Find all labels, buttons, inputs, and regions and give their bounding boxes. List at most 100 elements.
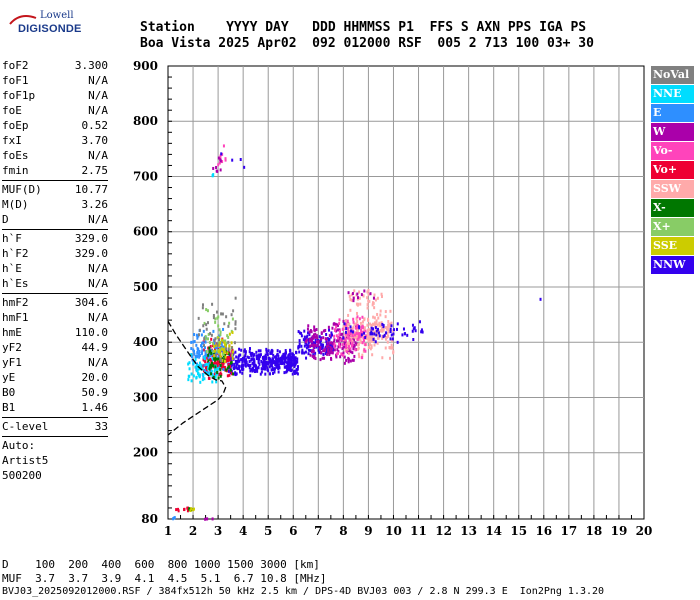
echo-point <box>202 341 205 345</box>
echo-point <box>339 342 342 346</box>
echo-point <box>333 345 336 349</box>
echo-point <box>310 350 313 354</box>
echo-point <box>239 370 242 374</box>
electron-density-profile <box>167 320 227 436</box>
legend-item-vo-: Vo+ <box>651 161 694 179</box>
echo-point <box>345 350 348 354</box>
echo-point <box>357 332 360 336</box>
echo-point <box>230 313 233 317</box>
echo-point <box>314 335 317 339</box>
echo-point <box>325 339 328 343</box>
echo-point <box>294 369 297 373</box>
echo-point <box>194 365 197 369</box>
echo-point <box>272 357 275 361</box>
echo-point <box>355 331 358 335</box>
echo-point <box>289 357 292 361</box>
echo-point <box>257 357 260 361</box>
echo-point <box>196 364 199 368</box>
echo-point <box>278 358 281 362</box>
echo-point <box>280 362 283 366</box>
echo-point <box>307 348 310 352</box>
x-tick-label: 8 <box>339 524 347 538</box>
scaled-parameters-panel: foF2 3.300 foF1 N/A foF1p N/A foE N/A foEp 0.52 fx… <box>2 58 108 483</box>
echo-point <box>336 348 339 352</box>
echo-point <box>386 334 389 338</box>
echo-point <box>209 344 212 348</box>
echo-point <box>293 365 296 369</box>
param-row: h`Es N/A <box>2 276 108 291</box>
echo-point <box>360 356 363 360</box>
echo-point <box>347 330 350 334</box>
echo-point <box>207 371 210 375</box>
echo-point <box>347 291 350 295</box>
echo-point <box>270 368 273 372</box>
echo-point <box>230 363 233 367</box>
echo-point <box>208 354 211 358</box>
echo-point <box>308 333 311 337</box>
param-row: hmF2 304.6 <box>2 295 108 310</box>
echo-point <box>312 345 315 349</box>
param-label: foF1 <box>2 74 29 87</box>
echo-point <box>227 324 230 328</box>
echo-point <box>239 157 242 161</box>
echo-point <box>396 340 399 344</box>
echo-point <box>223 322 226 326</box>
param-row: yF1 N/A <box>2 355 108 370</box>
legend-item-sse: SSE <box>651 237 694 255</box>
echo-point <box>359 338 362 342</box>
echo-point <box>249 363 252 367</box>
echo-point <box>296 357 299 361</box>
param-label: fmin <box>2 164 29 177</box>
echo-point <box>353 335 356 339</box>
echo-point <box>268 356 271 360</box>
echo-point <box>342 351 345 355</box>
echo-point <box>241 364 244 368</box>
echo-point <box>298 342 301 346</box>
echo-point <box>414 329 417 333</box>
plot-frame <box>167 65 645 520</box>
echo-point <box>226 334 229 338</box>
echo-point <box>215 165 218 169</box>
echo-point <box>331 342 334 346</box>
echo-point <box>226 366 229 370</box>
echo-point <box>205 365 208 369</box>
echo-point <box>273 370 276 374</box>
echo-point <box>270 348 273 352</box>
echo-point <box>189 509 192 513</box>
echo-point <box>219 349 222 353</box>
echo-point <box>220 312 223 316</box>
echo-point <box>205 363 208 367</box>
echo-point <box>355 322 358 326</box>
echo-point <box>246 355 249 359</box>
echo-point <box>285 356 288 360</box>
echo-point <box>217 376 220 380</box>
echo-point <box>343 341 346 345</box>
echo-point <box>248 366 251 370</box>
echo-point <box>367 299 370 303</box>
echo-point <box>219 355 222 359</box>
echo-point <box>366 306 369 310</box>
echo-point <box>368 343 371 347</box>
echo-point <box>187 378 190 382</box>
echo-point <box>306 331 309 335</box>
echo-point <box>339 355 342 359</box>
x-tick-label: 14 <box>485 524 502 538</box>
echo-point <box>352 317 355 321</box>
echo-point <box>286 367 289 371</box>
echo-point <box>210 333 213 337</box>
echo-point <box>377 331 380 335</box>
echo-point <box>257 365 260 369</box>
echo-point <box>214 337 217 341</box>
echo-point <box>342 338 345 342</box>
echo-point <box>210 369 213 373</box>
echo-point <box>261 361 264 365</box>
echo-point <box>364 349 367 353</box>
echo-point <box>330 331 333 335</box>
echo-point <box>190 353 193 357</box>
echo-point <box>375 322 378 326</box>
echo-point <box>356 333 359 337</box>
echo-point <box>227 352 230 356</box>
echo-point <box>265 349 268 353</box>
echo-point <box>192 361 195 365</box>
param-label: foEs <box>2 149 29 162</box>
